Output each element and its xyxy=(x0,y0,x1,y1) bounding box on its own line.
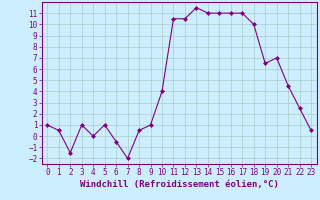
X-axis label: Windchill (Refroidissement éolien,°C): Windchill (Refroidissement éolien,°C) xyxy=(80,180,279,189)
